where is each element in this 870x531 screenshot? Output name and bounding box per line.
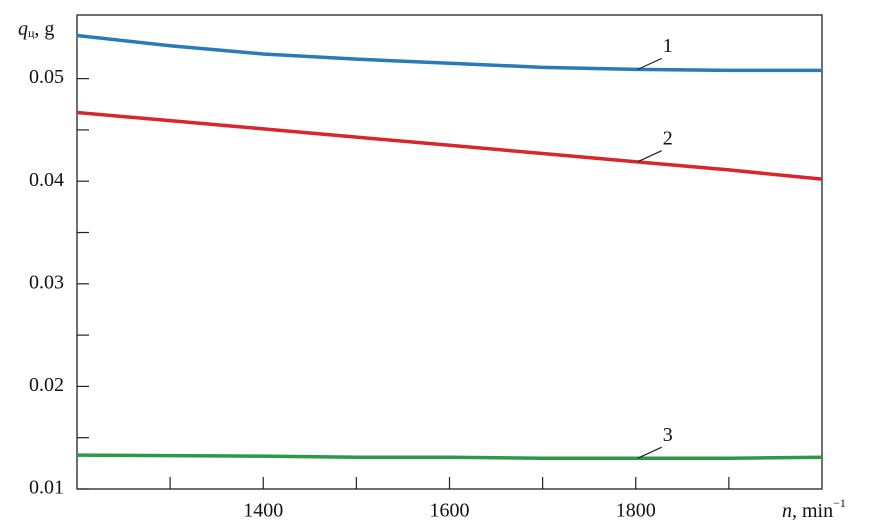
y-label-symbol: q xyxy=(18,18,28,40)
x-label-unit: , min xyxy=(792,500,833,522)
series-line xyxy=(76,453,823,460)
x-axis-label: n, min−1 xyxy=(782,496,846,522)
x-label-superscript: −1 xyxy=(833,496,846,510)
x-label-symbol: n xyxy=(782,500,792,522)
series-line xyxy=(76,110,823,181)
x-tick-label: 1400 xyxy=(243,500,283,522)
y-tick-label: 0.02 xyxy=(29,374,64,396)
series-line xyxy=(76,33,822,73)
label-leader xyxy=(637,150,662,163)
series-label: 2 xyxy=(663,127,673,149)
label-leader xyxy=(637,57,662,70)
series-label: 1 xyxy=(663,35,673,57)
y-tick-label: 0.01 xyxy=(29,477,64,499)
y-tick-label: 0.04 xyxy=(29,169,64,191)
y-tick-label: 0.03 xyxy=(29,271,64,293)
series-label: 3 xyxy=(663,424,673,446)
label-leader xyxy=(637,446,662,459)
plot-frame xyxy=(76,14,823,490)
y-label-unit: , g xyxy=(34,18,54,40)
y-label-subscript: ц xyxy=(28,26,35,40)
y-tick-label: 0.05 xyxy=(29,66,64,88)
y-axis-label: qц, g xyxy=(18,18,54,40)
x-tick-label: 1600 xyxy=(430,500,470,522)
x-tick-label: 1800 xyxy=(616,500,656,522)
